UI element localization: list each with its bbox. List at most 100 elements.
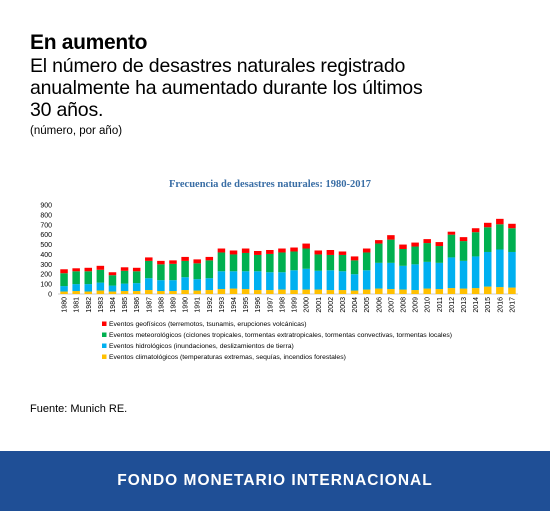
bar-segment [72,271,80,285]
bar-segment [314,270,323,290]
bar-segment [205,290,214,294]
subtitle-line: El número de desastres naturales registr… [30,55,406,77]
bar-segment [72,284,80,292]
bar-segment [181,290,189,294]
bar-segment [362,248,371,253]
bar-segment [266,290,274,294]
bar-segment [229,271,238,289]
x-tick-label: 1997 [267,297,274,313]
legend-swatch [102,354,107,359]
bar-segment [435,242,444,247]
bar-segment [447,234,456,258]
bar-segment [60,273,68,287]
x-tick-label: 2016 [497,297,504,313]
y-tick-label: 700 [40,222,52,229]
bar-segment [145,278,153,291]
unit-label: (número, por año) [30,125,123,137]
x-tick-label: 1992 [207,297,214,313]
bar-segment [132,291,141,294]
bar-segment [423,239,431,244]
y-tick-label: 300 [40,262,52,269]
x-tick-label: 1982 [86,297,93,313]
x-tick-label: 2009 [413,297,420,313]
y-tick-label: 600 [40,232,52,239]
bar-segment [338,271,347,291]
bar-segment [278,248,286,253]
bar-segment [181,256,189,261]
bar-segment [387,239,395,263]
x-tick-label: 1995 [243,297,250,313]
bar-segment [72,291,80,294]
y-tick-label: 0 [48,292,52,299]
bar-segment [205,260,214,279]
bar-segment [338,254,347,272]
bar-segment [108,285,117,292]
x-tick-label: 1990 [183,297,190,313]
subtitle-line: anualmente ha aumentado durante los últi… [30,77,423,99]
bar-segment [375,288,383,294]
bar-segment [435,262,444,290]
x-tick-label: 1981 [74,297,81,313]
bar-segment [84,291,93,294]
x-tick-label: 2013 [461,297,468,313]
bar-segment [387,235,395,240]
bar-segment [253,290,262,294]
bar-segment [411,290,419,294]
bar-segment [508,251,516,288]
bar-segment [96,290,105,294]
bar-segment [193,279,201,291]
bar-segment [72,268,80,272]
legend-label: Eventos geofísicos (terremotos, tsunamis… [109,321,307,328]
bar-segment [508,287,516,294]
bar-segment [266,253,274,273]
legend-label: Eventos meteorológicos (ciclones tropica… [109,332,452,339]
bar-segment [326,254,335,271]
bar-segment [217,248,226,253]
x-tick-label: 1999 [292,297,299,313]
bar-segment [338,251,347,255]
legend-swatch [102,321,107,326]
bar-segment [459,288,468,294]
x-tick-label: 1980 [62,297,69,313]
bar-segment [302,243,310,249]
bar-segment [157,260,165,265]
y-tick-label: 400 [40,252,52,259]
x-tick-label: 2017 [509,297,516,313]
bar-segment [96,282,105,291]
bar-segment [326,270,335,291]
footer-banner: FONDO MONETARIO INTERNACIONAL [0,451,550,511]
bar-segment [496,287,504,294]
y-tick-label: 200 [40,272,52,279]
x-tick-label: 1984 [110,297,117,313]
bar-segment [338,290,347,294]
bar-segment [350,260,359,275]
bar-segment [387,262,395,290]
bar-segment [290,251,298,271]
bar-segment [169,263,177,281]
bar-segment [253,271,262,291]
y-tick-label: 900 [40,203,52,210]
x-tick-label: 1996 [255,297,262,313]
x-tick-label: 1989 [171,297,178,313]
x-tick-label: 1998 [279,297,286,313]
bar-segment [459,237,468,242]
bar-segment [399,265,407,290]
bar-segment [423,288,431,294]
bar-segment [496,224,504,250]
x-tick-label: 2015 [485,297,492,313]
bar-segment [399,289,407,294]
bar-segment [253,250,262,255]
bar-segment [471,256,480,289]
bar-segment [241,271,250,290]
bar-segment [399,244,407,250]
bar-segment [314,254,323,271]
bar-segment [447,288,456,294]
bar-segment [278,272,286,290]
bar-segment [217,289,226,294]
y-tick-label: 100 [40,282,52,289]
bar-segment [84,284,93,292]
bar-segment [84,271,93,285]
subtitle-line: 30 años. [30,99,104,121]
bar-segment [241,289,250,294]
x-tick-label: 1983 [98,297,105,313]
